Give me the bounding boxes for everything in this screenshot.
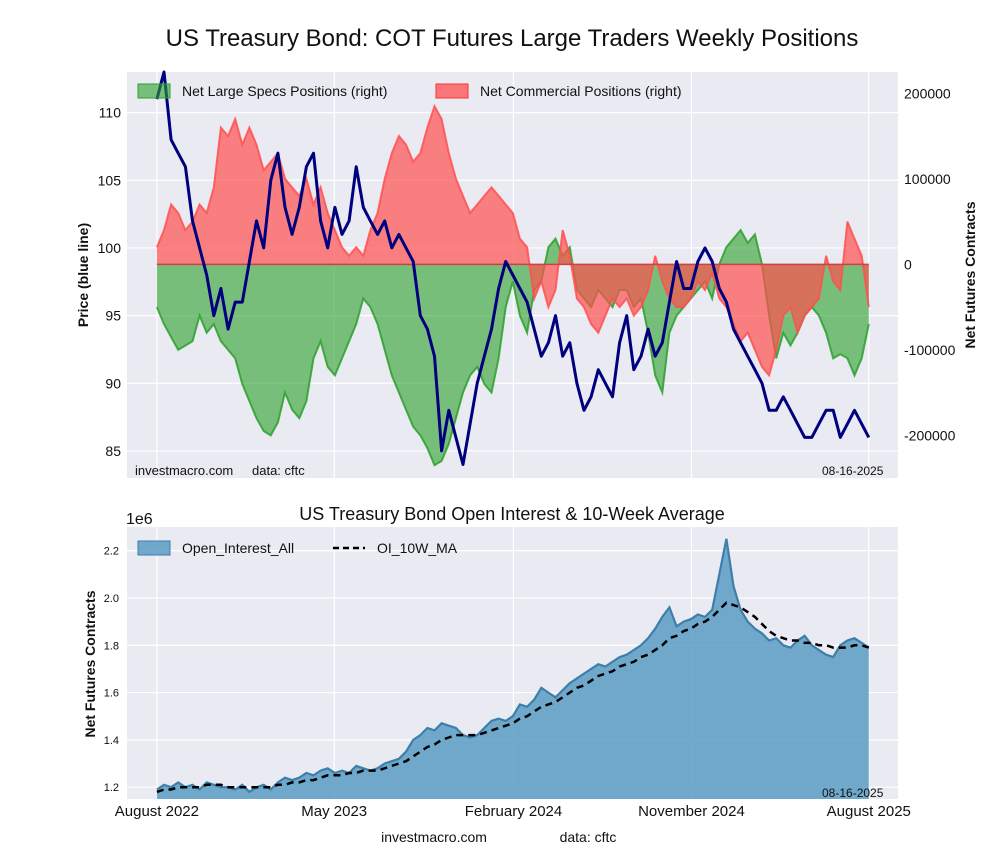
top-left-tick-5: 110 <box>99 105 122 121</box>
bottom-y-tick-5: 2.2 <box>104 546 119 558</box>
bottom-y-tick-0: 1.2 <box>104 782 119 794</box>
bottom-y-axis-label: Net Futures Contracts <box>82 590 98 737</box>
figure-title: US Treasury Bond: COT Futures Large Trad… <box>166 25 859 52</box>
footer-site: investmacro.com <box>381 829 487 845</box>
top-right-tick-4: -200000 <box>904 427 956 443</box>
bottom-ma-line <box>156 601 870 794</box>
bottom-x-tick-3: November 2024 <box>638 803 745 820</box>
top-price-path <box>155 70 871 466</box>
top-note-site: investmacro.com <box>135 463 233 478</box>
legend-label-ma: OI_10W_MA <box>377 540 458 556</box>
top-area-border-1 <box>155 103 870 378</box>
top-right-tick-0: 200000 <box>904 85 951 101</box>
top-left-tick-1: 90 <box>105 375 121 391</box>
top-legend: Net Large Specs Positions (right) Net Co… <box>137 83 682 99</box>
top-left-tick-3: 100 <box>98 240 122 256</box>
legend-swatch-specs <box>137 83 171 99</box>
top-left-tick-4: 105 <box>98 172 122 188</box>
bottom-x-tick-1: May 2023 <box>301 803 367 820</box>
top-left-axis-label: Price (blue line) <box>75 223 91 327</box>
top-left-ticks: 85 90 95 100 105 110 <box>98 105 122 459</box>
bottom-areas <box>156 538 870 799</box>
top-right-ticks: 200000 100000 0 -100000 -200000 <box>904 85 956 443</box>
top-area-border-0 <box>155 228 870 467</box>
bottom-oi-area <box>156 538 869 799</box>
top-note-data: data: cftc <box>252 463 305 478</box>
bottom-x-tick-0: August 2022 <box>115 803 199 820</box>
bottom-legend: Open_Interest_All OI_10W_MA <box>137 540 458 556</box>
bottom-title: US Treasury Bond Open Interest & 10-Week… <box>299 504 725 524</box>
top-left-tick-2: 95 <box>105 308 121 324</box>
top-left-tick-0: 85 <box>105 443 121 459</box>
bottom-x-tick-2: February 2024 <box>465 803 563 820</box>
legend-label-specs: Net Large Specs Positions (right) <box>182 83 387 99</box>
bottom-y-multiplier: 1e6 <box>126 511 153 528</box>
bottom-y-tick-1: 1.4 <box>104 735 119 747</box>
bottom-y-tick-2: 1.6 <box>104 688 119 700</box>
bottom-y-ticks: 1.2 1.4 1.6 1.8 2.0 2.2 <box>104 546 119 795</box>
top-right-tick-1: 100000 <box>904 171 951 187</box>
legend-swatch-oi <box>137 540 171 556</box>
top-right-axis-label: Net Futures Contracts <box>962 201 978 348</box>
legend-swatch-commercial <box>435 83 469 99</box>
top-area-1 <box>156 106 869 376</box>
top-price-line <box>155 70 871 466</box>
legend-label-oi: Open_Interest_All <box>182 540 294 556</box>
footer-data: data: cftc <box>560 829 617 845</box>
bottom-x-ticks: August 2022 May 2023 February 2024 November… <box>115 803 911 820</box>
bottom-y-tick-4: 2.0 <box>104 593 119 605</box>
top-note-date: 08-16-2025 <box>822 464 884 478</box>
bottom-y-tick-3: 1.8 <box>104 640 119 652</box>
top-panel: 85 90 95 100 105 110 200000 100000 0 -100000 -200… <box>75 70 978 478</box>
top-right-tick-3: -100000 <box>904 342 956 358</box>
bottom-x-tick-4: August 2025 <box>827 803 911 820</box>
bottom-panel: US Treasury Bond Open Interest & 10-Week… <box>82 504 911 820</box>
bottom-note-date: 08-16-2025 <box>822 786 884 800</box>
top-right-tick-2: 0 <box>904 256 912 272</box>
legend-label-commercial: Net Commercial Positions (right) <box>480 83 682 99</box>
